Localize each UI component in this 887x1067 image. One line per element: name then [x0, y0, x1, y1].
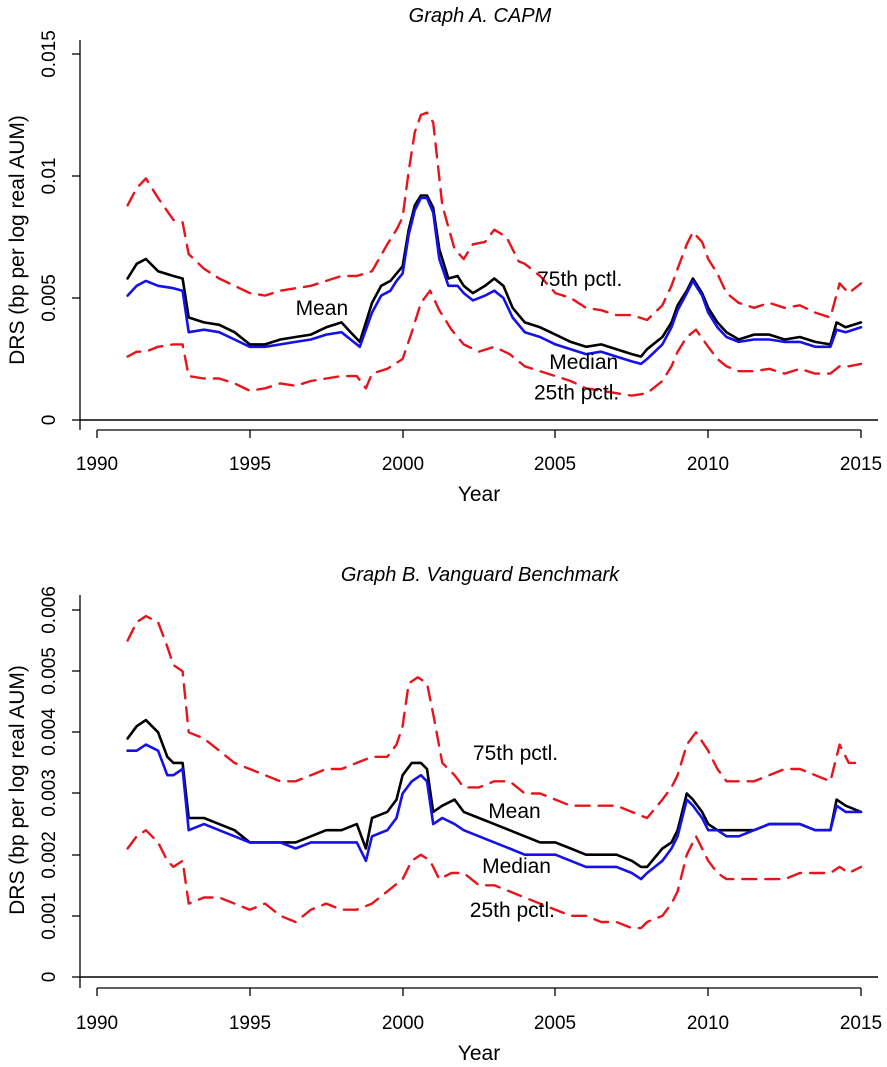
x-ticks: 1990 1995 2000 2005 2010 2015: [76, 430, 882, 475]
y-tick-label: 0.006: [39, 586, 60, 634]
x-ticks: 1990 1995 2000 2005 2010 2015: [76, 988, 882, 1034]
series-annotation: Mean: [488, 800, 541, 823]
x-tick-label: 2015: [840, 454, 882, 475]
annotation-layer: 75th pctl. Mean Median 25th pctl.: [470, 742, 558, 922]
y-tick-label: 0.004: [39, 708, 60, 756]
series-line-1: [126, 194, 863, 358]
y-tick-label: 0.005: [39, 647, 60, 695]
y-tick-label: 0.01: [39, 158, 60, 195]
y-tick-label: 0.002: [39, 831, 60, 879]
y-tick-label: 0.003: [39, 769, 60, 817]
series-line-2: [126, 196, 863, 366]
y-tick-label: 0.001: [39, 892, 60, 940]
series-line-2: [126, 743, 863, 881]
x-axis-label: Year: [458, 483, 500, 506]
x-tick-label: 2000: [382, 454, 424, 475]
x-tick-label: 1995: [229, 1013, 271, 1034]
series-annotation: Median: [482, 855, 551, 878]
chart-panel-a: Graph A. CAPM DRS (bp per log real AUM) …: [6, 5, 882, 506]
y-ticks: 0 0.001 0.002 0.003 0.004 0.005 0.006: [39, 586, 80, 982]
x-axis-label: Year: [458, 1042, 500, 1065]
series-annotation: 75th pctl.: [537, 268, 622, 291]
y-tick-label: 0.005: [39, 274, 60, 322]
series-line-0: [126, 614, 863, 820]
y-axis-label: DRS (bp per log real AUM): [6, 665, 29, 915]
x-tick-label: 2010: [687, 454, 729, 475]
series-line-3: [126, 289, 863, 397]
y-axis-label: DRS (bp per log real AUM): [6, 115, 29, 365]
series-annotation: 25th pctl.: [534, 381, 619, 404]
x-tick-label: 2010: [687, 1013, 729, 1034]
x-tick-label: 2005: [534, 454, 576, 475]
x-tick-label: 2005: [534, 1013, 576, 1034]
y-tick-label: 0: [39, 972, 60, 983]
x-tick-label: 1990: [76, 454, 118, 475]
chart-title: Graph A. CAPM: [409, 5, 552, 27]
series-annotation: 75th pctl.: [473, 742, 558, 765]
series-line-1: [126, 718, 863, 869]
y-tick-label: 0.015: [39, 30, 60, 78]
annotation-layer: Mean 75th pctl. Median 25th pctl.: [296, 268, 623, 405]
x-tick-label: 1990: [76, 1013, 118, 1034]
x-tick-label: 2015: [840, 1013, 882, 1034]
series-layer: [126, 614, 863, 930]
series-annotation: Median: [549, 351, 618, 374]
y-ticks: 0 0.005 0.01 0.015: [39, 30, 80, 425]
series-annotation: 25th pctl.: [470, 899, 555, 922]
chart-panel-b: Graph B. Vanguard Benchmark DRS (bp per …: [6, 564, 882, 1065]
y-tick-label: 0: [39, 415, 60, 426]
series-line-3: [126, 829, 863, 930]
series-layer: [126, 111, 863, 397]
chart-title: Graph B. Vanguard Benchmark: [341, 564, 620, 586]
series-line-0: [126, 111, 863, 322]
x-tick-label: 1995: [229, 454, 271, 475]
x-tick-label: 2000: [382, 1013, 424, 1034]
series-annotation: Mean: [296, 297, 349, 320]
